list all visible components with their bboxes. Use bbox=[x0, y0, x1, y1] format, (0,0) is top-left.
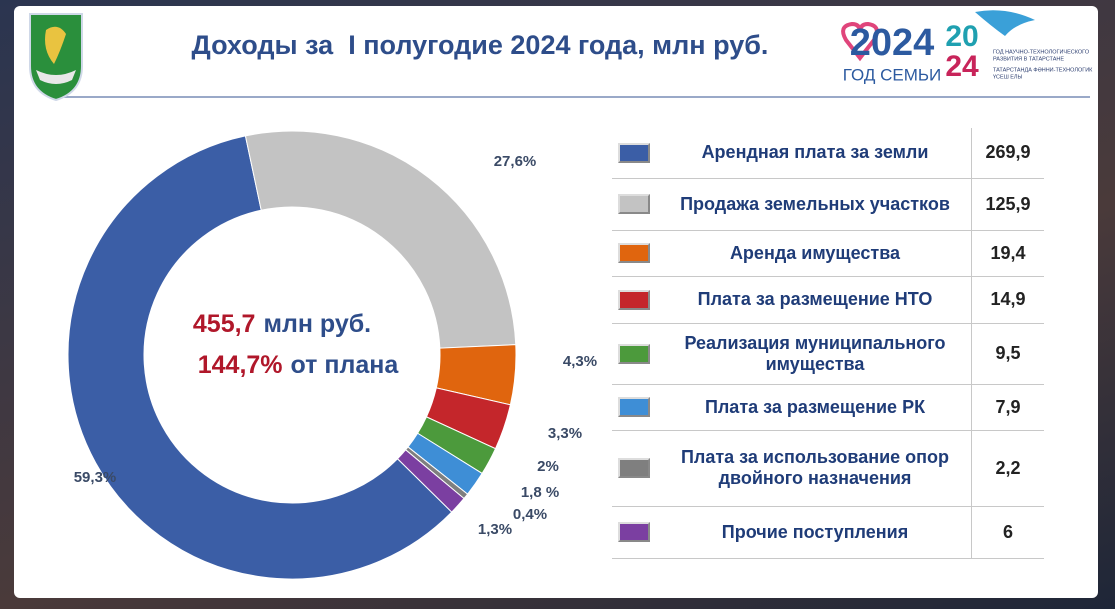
legend-swatch-cell bbox=[612, 323, 659, 385]
legend-swatch-cell bbox=[612, 384, 659, 431]
legend-swatch bbox=[618, 458, 650, 478]
legend-swatch bbox=[618, 343, 650, 364]
legend-name: Плата за размещение НТО bbox=[659, 276, 972, 324]
legend-amount: 125,9 bbox=[971, 178, 1044, 231]
legend-row: Прочие поступления 6 bbox=[612, 506, 1044, 559]
total-value: 455,7 bbox=[193, 310, 256, 338]
logo-year: 2024 bbox=[850, 22, 935, 64]
legend-amount: 9,5 bbox=[971, 323, 1044, 385]
legend-swatch bbox=[618, 289, 650, 310]
legend-amount: 19,4 bbox=[971, 230, 1044, 277]
slice-label: 1,3% bbox=[478, 521, 512, 538]
legend-name: Плата за использование опор двойного наз… bbox=[659, 430, 972, 507]
slice-label: 0,4% bbox=[513, 506, 547, 523]
legend-row: Плата за размещение РК 7,9 bbox=[612, 384, 1044, 431]
legend-row: Реализация муниципального имущества 9,5 bbox=[612, 323, 1044, 385]
legend-amount: 7,9 bbox=[971, 384, 1044, 431]
legend-row: Аренда имущества 19,4 bbox=[612, 230, 1044, 277]
legend-table: Арендная плата за земли 269,9 Продажа земе… bbox=[612, 128, 1044, 559]
legend-row: Арендная плата за земли 269,9 bbox=[612, 128, 1044, 179]
legend-swatch-cell bbox=[612, 430, 659, 507]
logo-caption: ГОД СЕМЬИ bbox=[843, 65, 942, 84]
center-plan: 144,7% от плана bbox=[198, 351, 400, 379]
legend-amount: 2,2 bbox=[971, 430, 1044, 507]
legend-swatch-cell bbox=[612, 230, 659, 277]
plan-unit: от плана bbox=[291, 351, 400, 379]
logo-small: РАЗВИТИЯ В ТАТАРСТАНЕ bbox=[993, 56, 1064, 62]
slice-label: 4,3% bbox=[563, 353, 597, 370]
legend-swatch-cell bbox=[612, 276, 659, 324]
legend-name: Прочие поступления bbox=[659, 506, 972, 559]
logo-small: ТАТАРСТАНДА ФӘННИ-ТЕХНОЛОГИК bbox=[993, 67, 1093, 73]
legend-swatch bbox=[618, 522, 650, 542]
slide-title: Доходы за I полугодие 2024 года, млн руб… bbox=[191, 30, 769, 60]
legend-amount: 6 bbox=[971, 506, 1044, 559]
legend-row: Продажа земельных участков 125,9 bbox=[612, 178, 1044, 231]
legend-name: Аренда имущества bbox=[659, 230, 972, 277]
year-logo: 2024 ГОД СЕМЬИ 20 24 ГОД НАУЧНО-ТЕХНОЛОГ… bbox=[841, 10, 1093, 84]
logo-year2-bottom: 24 bbox=[945, 50, 979, 83]
total-unit: млн руб. bbox=[263, 310, 371, 338]
donut-slice bbox=[396, 449, 465, 513]
legend-amount: 14,9 bbox=[971, 276, 1044, 324]
logo-small: ГОД НАУЧНО-ТЕХНОЛОГИЧЕСКОГО bbox=[993, 49, 1090, 55]
logo-small: ҮСЕШ ЕЛЫ bbox=[993, 74, 1023, 80]
legend-amount: 269,9 bbox=[971, 128, 1044, 179]
plan-value: 144,7% bbox=[198, 351, 283, 379]
legend-name: Арендная плата за земли bbox=[659, 128, 972, 179]
legend-swatch bbox=[618, 142, 650, 163]
legend-swatch bbox=[618, 397, 650, 417]
slice-label: 3,3% bbox=[548, 425, 582, 442]
slice-label: 59,3% bbox=[74, 469, 117, 486]
legend-swatch-cell bbox=[612, 128, 659, 179]
slice-label: 1,8 % bbox=[521, 484, 559, 501]
legend-swatch bbox=[618, 194, 650, 214]
slice-label: 27,6% bbox=[494, 153, 537, 170]
donut-slice bbox=[67, 135, 453, 580]
slice-label: 2% bbox=[537, 458, 559, 475]
center-total: 455,7 млн руб. bbox=[193, 310, 371, 338]
legend-swatch-cell bbox=[612, 178, 659, 231]
legend-row: Плата за размещение НТО 14,9 bbox=[612, 276, 1044, 324]
legend-swatch bbox=[618, 243, 650, 263]
legend-row: Плата за использование опор двойного наз… bbox=[612, 430, 1044, 507]
legend-name: Продажа земельных участков bbox=[659, 178, 972, 231]
logo-year2-top: 20 bbox=[945, 20, 978, 53]
donut-slice bbox=[244, 130, 517, 349]
city-crest bbox=[29, 13, 83, 102]
legend-swatch-cell bbox=[612, 506, 659, 559]
title-rule bbox=[60, 96, 1090, 98]
legend-name: Плата за размещение РК bbox=[659, 384, 972, 431]
legend-name: Реализация муниципального имущества bbox=[659, 323, 972, 385]
